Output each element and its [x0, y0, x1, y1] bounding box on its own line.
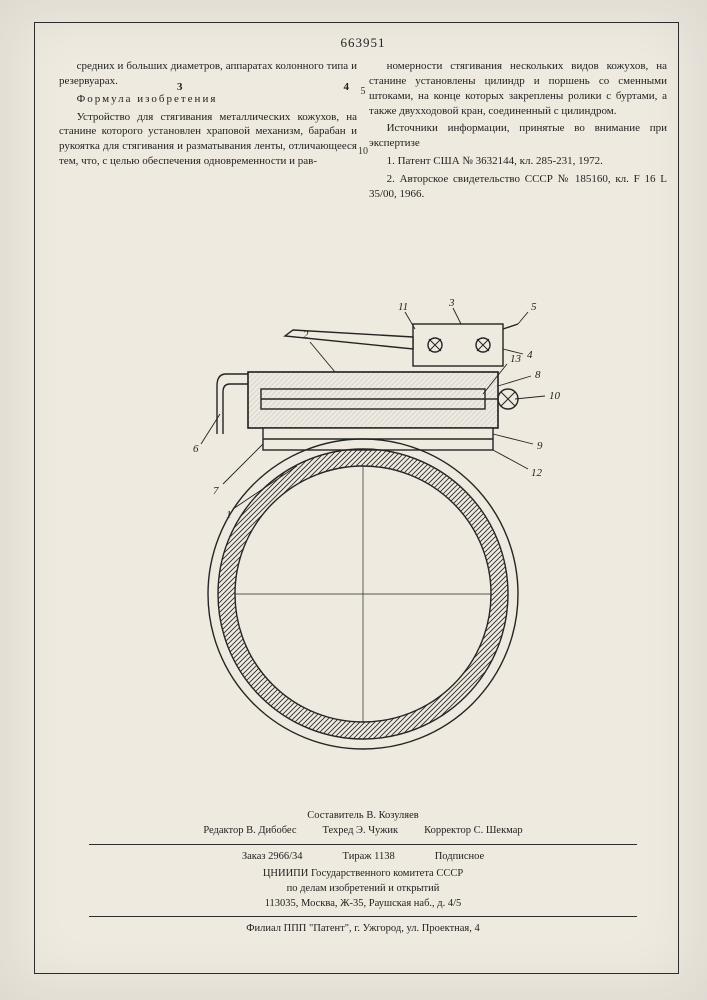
paragraph: номерности стягивания нескольких видов к…	[369, 59, 667, 118]
right-col-page-num: 4	[344, 81, 350, 93]
callout-1: 1	[226, 509, 232, 521]
signed: Подписное	[435, 850, 484, 865]
left-column: средних и больших диаметров, аппаратах к…	[59, 59, 357, 205]
tech: Техред Э. Чужик	[323, 824, 399, 839]
callout-6: 6	[193, 443, 199, 455]
paragraph: средних и больших диаметров, аппаратах к…	[59, 59, 357, 89]
reference-item: 2. Авторское свидетельство СССР № 185160…	[369, 172, 667, 202]
content-area: 663951 3 4 5 10 средних и больших диамет…	[59, 34, 667, 959]
right-column: номерности стягивания нескольких видов к…	[369, 59, 667, 205]
callout-13: 13	[510, 353, 522, 365]
print-info-row: Заказ 2966/34 Тираж 1138 Подписное	[59, 850, 667, 865]
formula-heading: Формула изобретения	[59, 92, 357, 107]
org-address: 113035, Москва, Ж-35, Раушская наб., д. …	[59, 897, 667, 912]
credits-row: Редактор В. Дибобес Техред Э. Чужик Корр…	[59, 824, 667, 839]
compiler-line: Составитель В. Козуляев	[59, 809, 667, 824]
callout-9: 9	[537, 440, 543, 452]
callout-7: 7	[213, 485, 219, 497]
figure: 1 2 3 4 5 6 7 8 9 10 11 12 13	[59, 294, 667, 774]
callout-5: 5	[531, 301, 537, 313]
reference-item: 1. Патент США № 3632144, кл. 285-231, 19…	[369, 154, 667, 169]
references-heading: Источники информации, принятые во вниман…	[369, 121, 667, 151]
tirazh: Тираж 1138	[343, 850, 395, 865]
order-number: Заказ 2966/34	[242, 850, 303, 865]
callout-3: 3	[448, 297, 455, 309]
paragraph: Устройство для стягивания металлических …	[59, 110, 357, 169]
callout-8: 8	[535, 369, 541, 381]
footer: Составитель В. Козуляев Редактор В. Дибо…	[59, 809, 667, 937]
editor: Редактор В. Дибобес	[203, 824, 296, 839]
margin-line-numbers: 5 10	[358, 86, 368, 206]
callout-11: 11	[398, 301, 408, 313]
branch-line: Филиал ППП "Патент", г. Ужгород, ул. Про…	[59, 922, 667, 937]
org-line-2: по делам изобретений и открытий	[59, 882, 667, 897]
line-num: 10	[358, 146, 368, 158]
line-num: 5	[358, 86, 368, 98]
callout-4: 4	[527, 349, 533, 361]
patent-page: 663951 3 4 5 10 средних и больших диамет…	[0, 0, 707, 1000]
corrector: Корректор С. Шекмар	[424, 824, 523, 839]
patent-number: 663951	[59, 35, 667, 51]
org-line-1: ЦНИИПИ Государственного комитета СССР	[59, 867, 667, 882]
figure-svg: 1 2 3 4 5 6 7 8 9 10 11 12 13	[113, 294, 613, 764]
left-col-page-num: 3	[177, 81, 183, 93]
callout-2: 2	[303, 329, 309, 341]
callout-12: 12	[531, 467, 543, 479]
divider	[89, 916, 637, 917]
callout-10: 10	[549, 390, 561, 402]
divider	[89, 844, 637, 845]
